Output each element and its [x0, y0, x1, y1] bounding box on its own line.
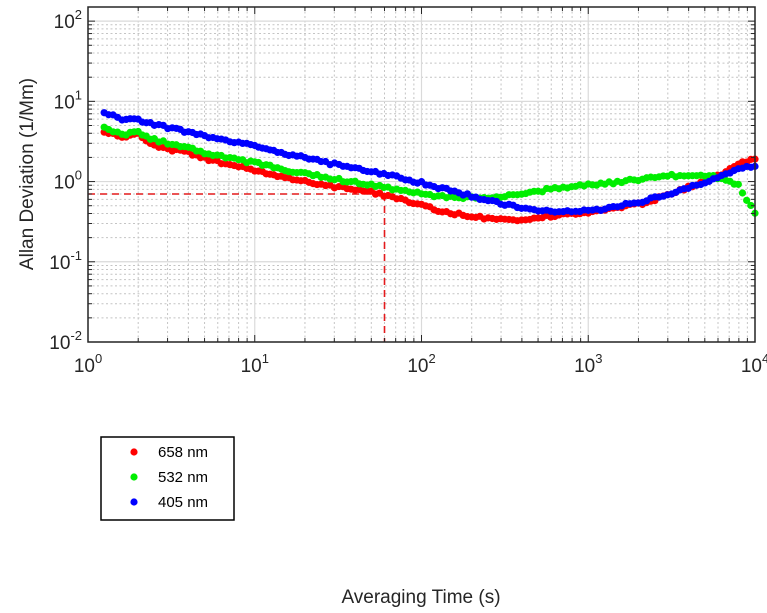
legend-label-405nm: 405 nm	[158, 494, 208, 511]
legend-marker-658nm	[130, 448, 138, 456]
x-tick-label: 104	[741, 351, 767, 377]
y-tick-label: 10-2	[49, 328, 82, 354]
legend-box	[100, 436, 235, 521]
x-tick-label: 100	[74, 351, 102, 377]
x-tick-label: 103	[574, 351, 602, 377]
data-point	[738, 189, 747, 197]
x-tick-label: 101	[241, 351, 269, 377]
data-point	[734, 180, 742, 188]
legend: 658 nm 532 nm 405 nm	[100, 436, 235, 521]
legend-label-658nm: 658 nm	[158, 444, 208, 461]
y-tick-label: 101	[54, 87, 82, 113]
x-axis-title: Averaging Time (s)	[341, 587, 500, 608]
x-tick-label: 102	[407, 351, 435, 377]
data-point	[747, 201, 755, 210]
legend-label-532nm: 532 nm	[158, 469, 208, 486]
data-points	[100, 109, 759, 225]
data-point	[743, 196, 751, 204]
x-tick-labels: 100 101 102 103 104	[74, 351, 767, 377]
axis-ticks	[87, 7, 756, 343]
legend-marker-405nm	[130, 498, 138, 506]
y-tick-label: 10-1	[49, 248, 82, 274]
y-tick-label: 100	[54, 168, 82, 194]
reference-lines	[88, 193, 386, 342]
y-tick-label: 102	[54, 7, 82, 33]
y-axis-title: Allan Deviation (1/Mm)	[17, 78, 38, 270]
y-tick-labels: 10-2 10-1 100 101 102	[49, 7, 82, 354]
legend-marker-532nm	[130, 473, 138, 481]
